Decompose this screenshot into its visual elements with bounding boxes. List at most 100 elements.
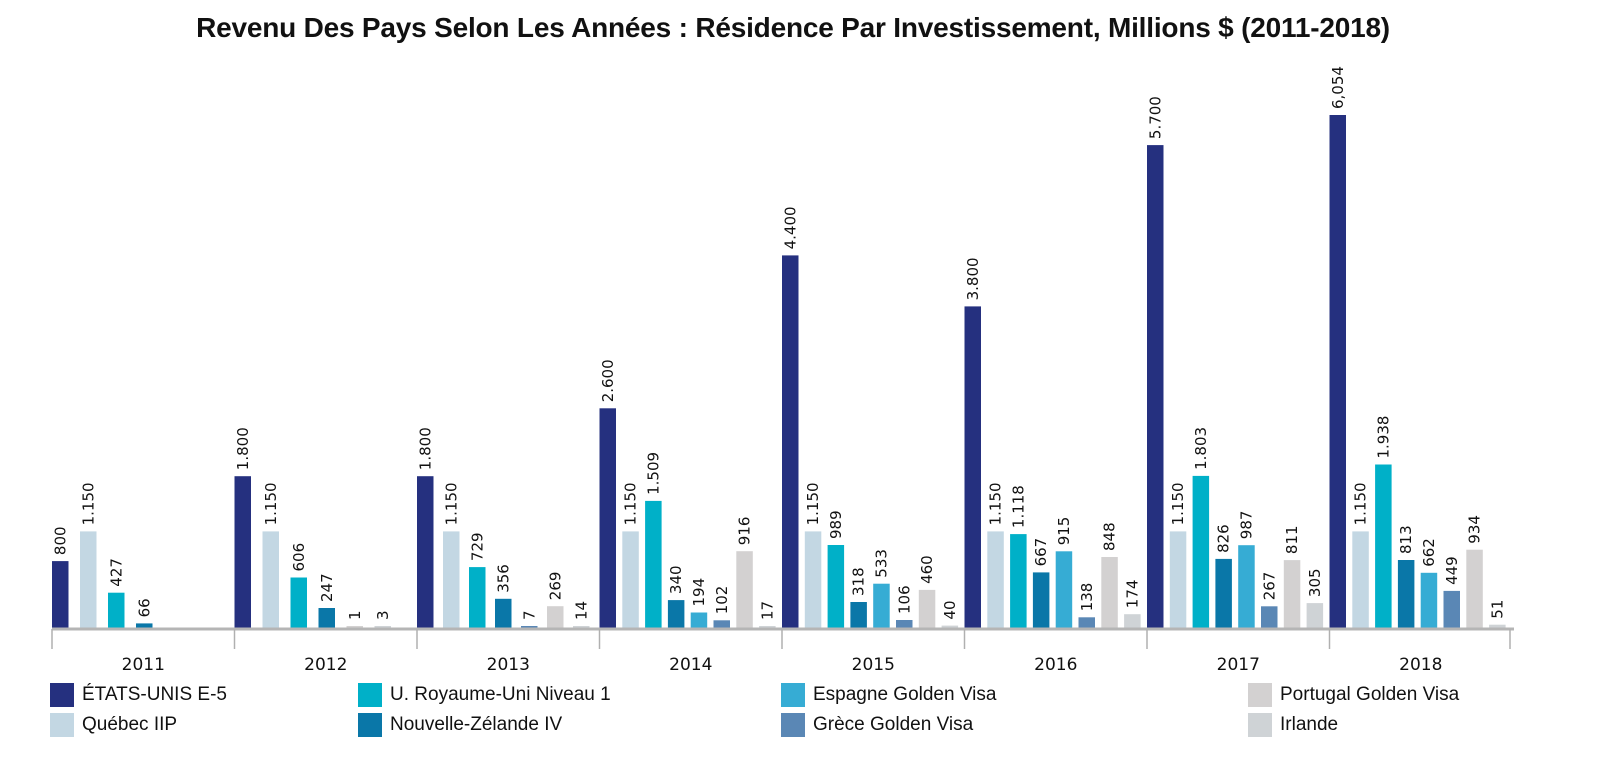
- bar-2014-series-5: [713, 620, 730, 629]
- value-label: 6,054: [1329, 66, 1347, 109]
- bar-2016-series-0: [964, 306, 981, 629]
- legend-swatch: [781, 713, 805, 737]
- value-label: 102: [713, 586, 731, 615]
- bar-chart: 800 1.150 427 66 1.800 1.150 606 247 1 3 1.800 1.15…: [51, 66, 1514, 675]
- value-label: 1.150: [79, 482, 97, 525]
- value-label: 1.150: [442, 482, 460, 525]
- bar-2015-series-5: [896, 620, 913, 629]
- value-label: 3: [374, 610, 392, 620]
- bar-2018-series-4: [1420, 572, 1438, 629]
- bar-2014-series-4: [690, 612, 708, 629]
- value-label: 1.150: [1352, 482, 1370, 525]
- legend-swatch: [1248, 713, 1272, 737]
- value-label: 40: [941, 601, 959, 620]
- value-label: 1.800: [234, 427, 252, 470]
- legend-swatch: [1248, 683, 1272, 707]
- value-label: 989: [827, 510, 845, 539]
- x-tick-label: 2013: [487, 655, 530, 675]
- x-axis-tick-labels: 2011 2012 2013 2014 2015 2016 2017 2018: [122, 655, 1443, 675]
- bar-2018-series-6: [1466, 549, 1483, 629]
- value-label: 1: [346, 610, 364, 620]
- value-label: 848: [1101, 522, 1119, 551]
- bar-2011-series-2: [108, 592, 125, 629]
- value-label: 916: [736, 517, 754, 546]
- x-tick-label: 2018: [1399, 655, 1442, 675]
- bar-2017-series-1: [1169, 531, 1187, 629]
- bar-2012-series-3: [318, 608, 335, 629]
- bar-2014-series-0: [599, 408, 616, 629]
- bar-2013-series-3: [495, 598, 512, 629]
- legend-label: ÉTATS-UNIS E-5: [82, 684, 227, 705]
- bar-2012-series-2: [290, 577, 307, 629]
- bar-2018-series-5: [1443, 590, 1460, 629]
- bar-2015-series-3: [850, 602, 867, 629]
- x-tick-label: 2011: [122, 655, 165, 675]
- bar-2017-series-7: [1306, 603, 1324, 629]
- legend-item-quebec[interactable]: Québec IIP: [50, 712, 177, 738]
- value-label: 247: [318, 573, 336, 602]
- value-label: 1.803: [1192, 427, 1210, 470]
- legend-item-irlande[interactable]: Irlande: [1248, 712, 1338, 738]
- bar-2017-series-0: [1147, 145, 1164, 629]
- bar-2018-series-7: [1489, 624, 1506, 629]
- legend-item-grece[interactable]: Grèce Golden Visa: [781, 712, 973, 738]
- x-tick-label: 2012: [304, 655, 347, 675]
- value-label: 1.150: [1169, 482, 1187, 525]
- value-label: 4.400: [781, 206, 799, 249]
- legend-item-nouvelle-zelande[interactable]: Nouvelle-Zélande IV: [358, 712, 562, 738]
- bar-2016-series-7: [1124, 614, 1141, 629]
- value-label: 427: [107, 558, 125, 587]
- bar-2015-series-4: [873, 583, 890, 629]
- value-label: 826: [1215, 524, 1233, 553]
- value-label: 800: [51, 526, 69, 555]
- bar-2015-series-2: [827, 545, 845, 629]
- bar-2016-series-5: [1078, 617, 1095, 629]
- chart-title: Revenu Des Pays Selon Les Années : Résid…: [196, 12, 1390, 43]
- value-labels-layer: 800 1.150 427 66 1.800 1.150 606 247 1 3 1.800 1.15…: [51, 66, 1506, 620]
- bar-2016-series-1: [987, 531, 1004, 629]
- value-label: 3.800: [964, 257, 982, 300]
- bar-2018-series-0: [1329, 115, 1346, 629]
- bar-2018-series-1: [1352, 531, 1369, 629]
- bar-2017-series-2: [1192, 475, 1210, 629]
- bar-2013-series-6: [547, 606, 564, 629]
- value-label: 138: [1078, 583, 1096, 612]
- bar-2018-series-3: [1397, 560, 1415, 629]
- legend-label: Espagne Golden Visa: [813, 684, 997, 705]
- legend-item-espagne[interactable]: Espagne Golden Visa: [781, 682, 996, 708]
- value-label: 1.800: [416, 427, 434, 470]
- bar-2017-series-4: [1238, 545, 1255, 629]
- bar-2011-series-0: [52, 561, 69, 629]
- bar-2015-series-1: [804, 531, 822, 629]
- bar-2011-series-3: [136, 623, 153, 629]
- value-label: 1.118: [1009, 485, 1027, 528]
- bar-2013-series-2: [469, 567, 486, 629]
- bar-2017-series-6: [1283, 560, 1301, 629]
- legend-swatch: [50, 683, 74, 707]
- value-label: 1.509: [644, 452, 662, 495]
- value-label: 460: [918, 555, 936, 584]
- value-label: 305: [1306, 568, 1324, 597]
- value-label: 7: [520, 610, 538, 620]
- value-label: 318: [850, 567, 868, 596]
- value-label: 915: [1055, 517, 1073, 546]
- x-axis-ticks: [51, 629, 1511, 649]
- value-label: 729: [468, 532, 486, 561]
- legend-swatch: [781, 683, 805, 707]
- bar-2018-series-2: [1375, 464, 1392, 629]
- legend-item-etats-unis[interactable]: ÉTATS-UNIS E-5: [50, 682, 227, 708]
- value-label: 1.938: [1374, 416, 1392, 459]
- legend-label: Grèce Golden Visa: [813, 714, 974, 735]
- bar-2015-series-6: [918, 589, 936, 629]
- x-tick-label: 2016: [1034, 655, 1077, 675]
- value-label: 267: [1260, 572, 1278, 601]
- x-tick-label: 2015: [852, 655, 895, 675]
- value-label: 174: [1123, 580, 1141, 609]
- value-label: 356: [494, 564, 512, 593]
- bar-2012-series-0: [234, 476, 251, 629]
- legend-swatch: [358, 683, 382, 707]
- bar-2012-series-1: [262, 531, 279, 629]
- value-label: 17: [758, 601, 776, 620]
- legend-item-portugal[interactable]: Portugal Golden Visa: [1248, 682, 1459, 708]
- legend-item-royaume-uni[interactable]: U. Royaume-Uni Niveau 1: [358, 682, 611, 708]
